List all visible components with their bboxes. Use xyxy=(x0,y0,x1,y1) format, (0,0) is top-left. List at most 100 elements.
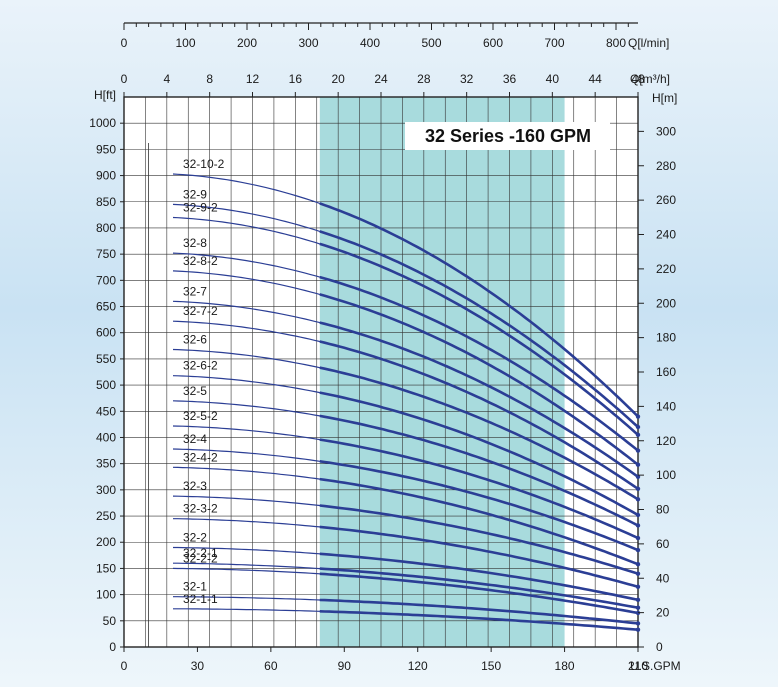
y-tick-label-m: 100 xyxy=(656,468,676,482)
y-tick-label-m: 180 xyxy=(656,331,676,345)
series-label: 32-10-2 xyxy=(183,157,225,171)
series-label: 32-1-1 xyxy=(183,592,218,606)
x-tick-label-gpm: 210 xyxy=(628,659,648,673)
x-tick-label-gpm: 150 xyxy=(481,659,501,673)
x-axis-label-m3h: Q[m³/h] xyxy=(630,72,670,86)
y-axis-label-ft: H[ft] xyxy=(94,88,116,102)
series-end-point xyxy=(635,497,641,502)
y-tick-label-ft: 500 xyxy=(96,378,116,392)
series-end-point xyxy=(635,621,641,626)
series-line-operating-range xyxy=(319,366,639,501)
series-end-point xyxy=(635,597,641,603)
series-line-operating-range xyxy=(319,340,639,490)
series-end-point xyxy=(635,535,641,541)
y-tick-label-m: 140 xyxy=(656,399,676,413)
series-end-point xyxy=(635,627,641,632)
series-line-operating-range xyxy=(319,567,639,609)
series-label: 32-5-2 xyxy=(183,409,218,423)
x-tick-label-m3h: 12 xyxy=(246,72,260,86)
series-line-operating-range xyxy=(319,293,639,466)
y-tick-label-m: 40 xyxy=(656,571,670,585)
series-line-operating-range xyxy=(319,438,639,540)
x-tick-label-m3h: 20 xyxy=(331,72,345,86)
y-tick-label-ft: 100 xyxy=(96,588,116,602)
y-tick-label-ft: 400 xyxy=(96,430,116,444)
series-label: 32-6 xyxy=(183,332,207,346)
series-label: 32-9 xyxy=(183,187,207,201)
series-line-operating-range xyxy=(319,610,639,631)
chart-title: 32 Series -160 GPM xyxy=(425,126,591,146)
x-tick-label-lmin: 600 xyxy=(483,36,503,50)
y-tick-label-ft: 0 xyxy=(109,640,116,654)
y-tick-label-m: 60 xyxy=(656,537,670,551)
y-tick-label-m: 280 xyxy=(656,159,676,173)
y-tick-label-ft: 600 xyxy=(96,326,116,340)
series-end-point xyxy=(635,523,641,528)
x-tick-label-lmin: 0 xyxy=(121,36,128,50)
y-tick-label-m: 80 xyxy=(656,503,670,517)
series-line-operating-range xyxy=(319,504,639,575)
y-tick-label-m: 220 xyxy=(656,262,676,276)
series-end-point xyxy=(635,474,641,479)
series-label: 32-4-2 xyxy=(183,450,218,464)
x-tick-label-m3h: 44 xyxy=(588,72,602,86)
series-line-operating-range xyxy=(319,414,639,527)
y-tick-label-m: 240 xyxy=(656,228,676,242)
series-end-point xyxy=(635,562,641,567)
y-tick-label-m: 20 xyxy=(656,606,670,620)
series-end-point xyxy=(635,605,641,610)
x-tick-label-gpm: 180 xyxy=(555,659,575,673)
x-tick-label-m3h: 16 xyxy=(289,72,303,86)
series-label: 32-7-2 xyxy=(183,304,218,318)
y-tick-label-m: 300 xyxy=(656,124,676,138)
y-tick-label-m: 0 xyxy=(656,640,663,654)
series-end-point xyxy=(635,462,641,467)
y-tick-label-ft: 850 xyxy=(96,195,116,209)
series-line-operating-range xyxy=(319,321,639,478)
series-label: 32-5 xyxy=(183,384,207,398)
x-tick-label-gpm: 60 xyxy=(264,659,278,673)
series-label: 32-7 xyxy=(183,284,207,298)
series-line-operating-range xyxy=(319,525,639,589)
x-tick-label-m3h: 36 xyxy=(503,72,517,86)
y-tick-label-m: 200 xyxy=(656,296,676,310)
x-axis-label-lmin: Q[l/min] xyxy=(628,36,669,50)
series-line-operating-range xyxy=(319,242,639,436)
x-tick-label-lmin: 100 xyxy=(175,36,195,50)
x-tick-label-m3h: 8 xyxy=(206,72,213,86)
y-tick-label-ft: 450 xyxy=(96,404,116,418)
series-line-operating-range xyxy=(319,230,639,428)
y-tick-label-ft: 350 xyxy=(96,457,116,471)
y-tick-label-ft: 750 xyxy=(96,247,116,261)
x-tick-label-m3h: 0 xyxy=(121,72,128,86)
series-label: 32-3 xyxy=(183,479,207,493)
y-tick-label-ft: 550 xyxy=(96,352,116,366)
x-tick-label-m3h: 48 xyxy=(631,72,645,86)
x-axis-label-gpm: U.S.GPM xyxy=(630,659,681,673)
series-label: 32-6-2 xyxy=(183,359,218,373)
series-line-operating-range xyxy=(319,598,639,625)
series-end-point xyxy=(635,424,641,430)
series-end-point xyxy=(635,584,641,589)
y-tick-label-ft: 650 xyxy=(96,300,116,314)
y-tick-label-m: 260 xyxy=(656,193,676,207)
series-line-operating-range xyxy=(319,477,639,566)
series-end-point xyxy=(635,414,641,419)
series-end-point xyxy=(635,448,641,453)
series-label: 32-1 xyxy=(183,580,207,594)
x-tick-label-m3h: 24 xyxy=(374,72,388,86)
series-end-point xyxy=(635,486,641,492)
series-label: 32-4 xyxy=(183,432,207,446)
series-line-operating-range xyxy=(319,460,639,552)
series-label: 32-9-2 xyxy=(183,200,218,214)
series-label: 32-2-1 xyxy=(183,546,218,560)
x-tick-label-gpm: 0 xyxy=(121,659,128,673)
y-tick-label-ft: 700 xyxy=(96,273,116,287)
x-tick-label-gpm: 90 xyxy=(338,659,352,673)
series-label: 32-2-2 xyxy=(183,551,218,565)
x-tick-label-lmin: 200 xyxy=(237,36,257,50)
series-line-operating-range xyxy=(319,391,639,517)
series-line-operating-range xyxy=(319,202,639,418)
x-tick-label-lmin: 700 xyxy=(544,36,564,50)
y-tick-label-ft: 800 xyxy=(96,221,116,235)
